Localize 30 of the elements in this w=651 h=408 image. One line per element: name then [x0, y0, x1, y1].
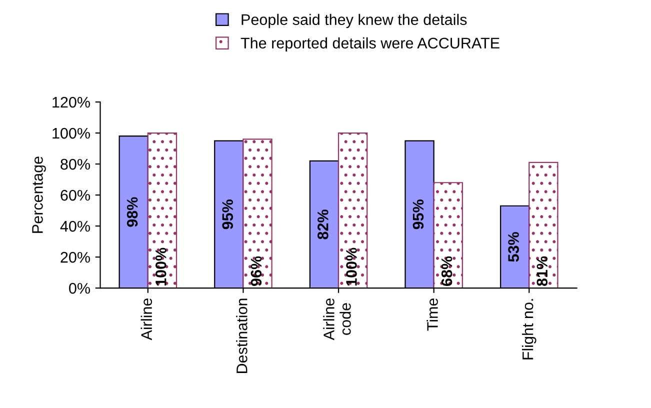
y-tick-label: 80%: [60, 158, 90, 170]
y-tick-label: 20%: [60, 252, 90, 263]
data-label: 95%: [412, 200, 424, 230]
data-label: 68%: [441, 256, 452, 286]
data-label: 82%: [318, 210, 328, 240]
bar: [528, 162, 558, 288]
x-tick-label: Airline code: [323, 298, 351, 340]
y-tick-label: 100%: [52, 128, 90, 139]
data-label: 95%: [222, 200, 234, 230]
legend-label: The reported details were ACCURATE: [240, 37, 500, 52]
data-label: 53%: [508, 232, 519, 262]
bar: [338, 132, 368, 288]
x-tick-label: Flight no.: [522, 299, 536, 360]
data-label: 100%: [155, 248, 166, 286]
data-label: 96%: [250, 256, 262, 286]
x-tick-label: Time: [426, 298, 438, 331]
legend-label: People said they knew the details: [242, 14, 467, 28]
y-tick-label: 40%: [60, 220, 90, 232]
y-tick-label: 120%: [52, 96, 90, 108]
data-label: 81%: [536, 256, 548, 286]
x-tick-label: Airline: [140, 298, 152, 340]
bar: [147, 132, 178, 288]
x-tick-label: Destination: [236, 298, 248, 373]
data-label: 100%: [346, 248, 357, 286]
bar: [242, 138, 272, 288]
y-tick-label: 0%: [69, 282, 90, 294]
data-label: 98%: [126, 197, 138, 227]
bar: [433, 182, 463, 288]
y-axis-title: Percentage: [32, 156, 46, 233]
y-tick-label: 60%: [60, 190, 90, 201]
